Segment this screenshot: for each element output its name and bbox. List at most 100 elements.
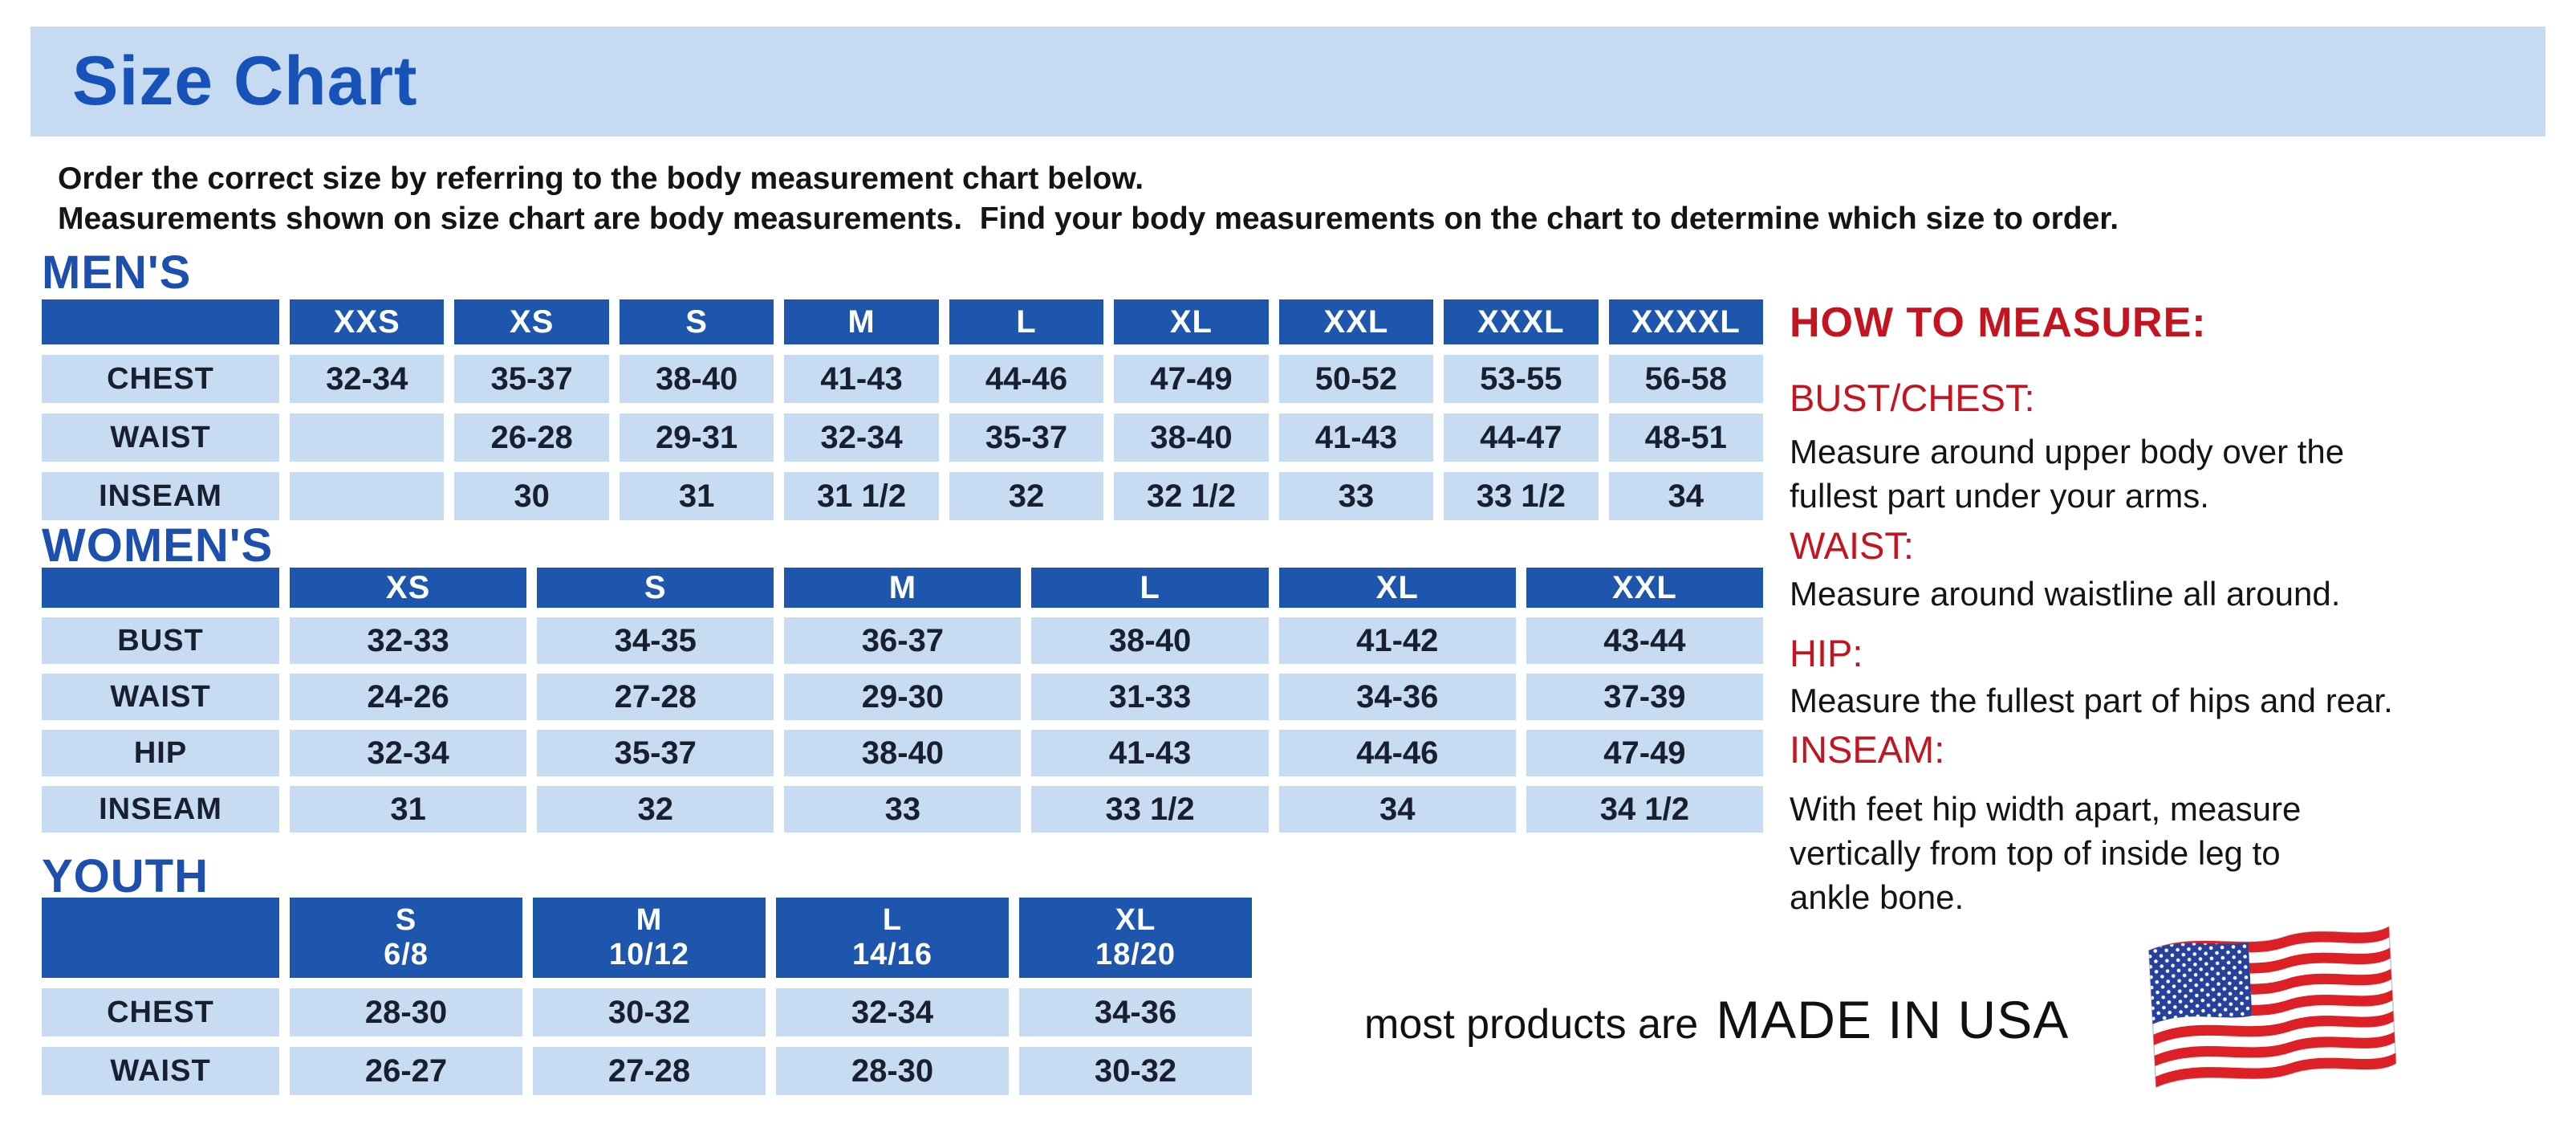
youth-cell: 30-32 bbox=[533, 988, 766, 1036]
mens-cell: 35-37 bbox=[949, 413, 1104, 462]
mens-cell: 56-58 bbox=[1608, 355, 1763, 403]
mens-cell bbox=[290, 472, 445, 520]
womens-table: XS S M L XL XXL BUST 32-33 34-35 36-37 3… bbox=[42, 568, 1763, 833]
usa-flag-icon bbox=[2144, 922, 2401, 1094]
womens-cell: 34-36 bbox=[1278, 674, 1516, 720]
womens-cell: 35-37 bbox=[537, 730, 774, 776]
made-in-usa-note: most products are MADE IN USA bbox=[1364, 989, 2069, 1050]
womens-cell: 34 1/2 bbox=[1526, 786, 1763, 833]
youth-size-label: S bbox=[395, 903, 417, 938]
womens-cell: 32 bbox=[537, 786, 774, 833]
mens-cell: 38-40 bbox=[619, 355, 774, 403]
mens-cell: 33 bbox=[1278, 472, 1434, 520]
womens-cell: 27-28 bbox=[537, 674, 774, 720]
measure-label-bust-chest: BUST/CHEST: bbox=[1790, 377, 2035, 419]
womens-cell: 24-26 bbox=[290, 674, 527, 720]
youth-row-label: CHEST bbox=[42, 988, 279, 1036]
mens-cell: 48-51 bbox=[1608, 413, 1763, 462]
measure-text-hip: Measure the fullest part of hips and rea… bbox=[1790, 682, 2393, 719]
youth-header-cell: S 6/8 bbox=[290, 898, 522, 978]
womens-heading: WOMEN'S bbox=[42, 519, 274, 572]
youth-header-cell: L 14/16 bbox=[776, 898, 1009, 978]
mens-cell: 41-43 bbox=[1278, 413, 1434, 462]
youth-cell: 30-32 bbox=[1019, 1047, 1252, 1095]
womens-header-cell: L bbox=[1031, 568, 1269, 608]
youth-size-label: M bbox=[636, 903, 663, 938]
womens-cell: 38-40 bbox=[784, 730, 1022, 776]
mens-cell: 34 bbox=[1608, 472, 1763, 520]
womens-cell: 32-34 bbox=[290, 730, 527, 776]
mens-cell: 32-34 bbox=[290, 355, 445, 403]
womens-cell: 37-39 bbox=[1526, 674, 1763, 720]
womens-row-label: WAIST bbox=[42, 674, 279, 720]
womens-cell: 33 bbox=[784, 786, 1022, 833]
mens-header-cell: M bbox=[784, 299, 939, 344]
mens-table: XXS XS S M L XL XXL XXXL XXXXL CHEST 32-… bbox=[42, 299, 1763, 520]
womens-cell: 34-35 bbox=[537, 617, 774, 664]
mens-cell: 53-55 bbox=[1444, 355, 1599, 403]
womens-cell: 44-46 bbox=[1278, 730, 1516, 776]
mens-cell: 44-46 bbox=[949, 355, 1104, 403]
youth-cell: 27-28 bbox=[533, 1047, 766, 1095]
mens-cell: 26-28 bbox=[454, 413, 609, 462]
how-to-measure-panel: HOW TO MEASURE: BUST/CHEST: Measure arou… bbox=[1790, 0, 2560, 1132]
womens-cell: 31-33 bbox=[1031, 674, 1269, 720]
youth-cell: 26-27 bbox=[290, 1047, 522, 1095]
womens-cell: 29-30 bbox=[784, 674, 1022, 720]
mens-row-label: WAIST bbox=[42, 413, 279, 462]
youth-row-label: WAIST bbox=[42, 1047, 279, 1095]
mens-cell: 47-49 bbox=[1114, 355, 1269, 403]
measure-text-bust-chest: Measure around upper body over the fulle… bbox=[1790, 433, 2345, 515]
mens-cell: 38-40 bbox=[1114, 413, 1269, 462]
measure-text-inseam: With feet hip width apart, measure verti… bbox=[1790, 790, 2302, 916]
youth-table: S 6/8 M 10/12 L 14/16 XL 18/20 CHEST 28-… bbox=[42, 898, 1252, 1095]
mens-row-label: INSEAM bbox=[42, 472, 279, 520]
youth-size-range: 6/8 bbox=[384, 938, 429, 971]
mens-cell: 30 bbox=[454, 472, 609, 520]
mens-header-cell bbox=[42, 299, 279, 344]
womens-cell: 38-40 bbox=[1031, 617, 1269, 664]
measure-label-hip: HIP: bbox=[1790, 632, 1863, 674]
mens-cell: 32 1/2 bbox=[1114, 472, 1269, 520]
mens-header-cell: XXXXL bbox=[1608, 299, 1763, 344]
mens-header-cell: L bbox=[949, 299, 1104, 344]
mens-header-cell: XXL bbox=[1278, 299, 1434, 344]
measure-label-waist: WAIST: bbox=[1790, 524, 1914, 567]
mens-header-cell: XXXL bbox=[1444, 299, 1599, 344]
womens-header-cell: M bbox=[784, 568, 1022, 608]
womens-row-label: HIP bbox=[42, 730, 279, 776]
womens-cell: 41-43 bbox=[1031, 730, 1269, 776]
mens-row-label: CHEST bbox=[42, 355, 279, 403]
womens-header-cell: XS bbox=[290, 568, 527, 608]
womens-cell: 36-37 bbox=[784, 617, 1022, 664]
mens-header-cell: XS bbox=[454, 299, 609, 344]
youth-size-label: L bbox=[882, 903, 903, 938]
womens-cell: 31 bbox=[290, 786, 527, 833]
mens-cell: 35-37 bbox=[454, 355, 609, 403]
youth-size-label: XL bbox=[1115, 903, 1156, 938]
intro-text: Order the correct size by referring to t… bbox=[58, 159, 2119, 239]
made-in-usa-label: MADE IN USA bbox=[1716, 990, 2070, 1049]
mens-cell: 33 1/2 bbox=[1444, 472, 1599, 520]
womens-cell: 34 bbox=[1278, 786, 1516, 833]
mens-cell: 31 bbox=[619, 472, 774, 520]
mens-cell: 31 1/2 bbox=[784, 472, 939, 520]
youth-cell: 28-30 bbox=[290, 988, 522, 1036]
made-in-usa-prefix: most products are bbox=[1364, 1001, 1699, 1048]
mens-header-cell: XL bbox=[1114, 299, 1269, 344]
womens-row-label: INSEAM bbox=[42, 786, 279, 833]
womens-header-cell bbox=[42, 568, 279, 608]
measure-label-inseam: INSEAM: bbox=[1790, 728, 1945, 771]
mens-header-cell: S bbox=[619, 299, 774, 344]
youth-header-cell bbox=[42, 898, 279, 978]
youth-size-range: 14/16 bbox=[851, 938, 933, 971]
page-title: Size Chart bbox=[72, 43, 418, 120]
youth-size-range: 10/12 bbox=[608, 938, 690, 971]
measure-text-waist: Measure around waistline all around. bbox=[1790, 575, 2341, 613]
mens-cell: 41-43 bbox=[784, 355, 939, 403]
how-to-measure-title: HOW TO MEASURE: bbox=[1790, 299, 2207, 346]
womens-row-label: BUST bbox=[42, 617, 279, 664]
womens-cell: 32-33 bbox=[290, 617, 527, 664]
mens-cell bbox=[290, 413, 445, 462]
